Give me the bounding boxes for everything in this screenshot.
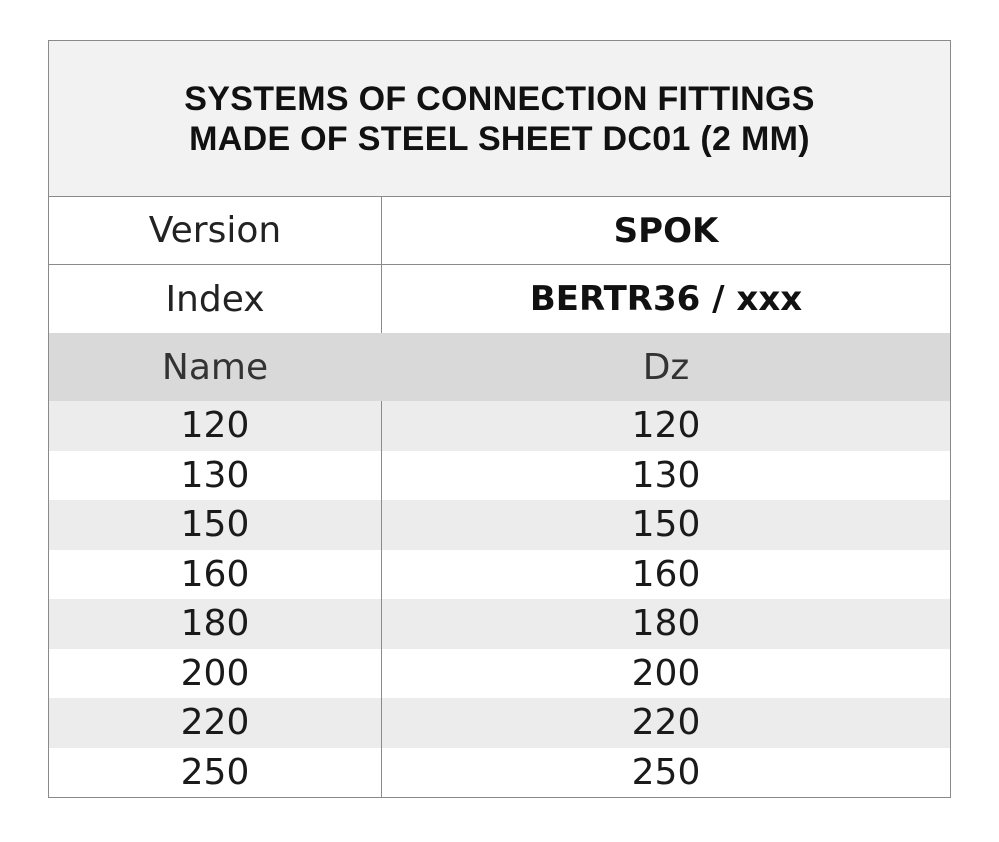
column-header-dz: Dz bbox=[642, 346, 690, 388]
version-value: SPOK bbox=[613, 210, 719, 251]
title-line-1: SYSTEMS OF CONNECTION FITTINGS bbox=[184, 79, 815, 118]
dz-cell: 130 bbox=[631, 454, 701, 496]
title-line-2: MADE OF STEEL SHEET DC01 (2 MM) bbox=[189, 119, 810, 158]
index-value: BERTR36 / xxx bbox=[529, 279, 803, 319]
table-row: 120 120 bbox=[49, 401, 950, 451]
table-row: 130 130 bbox=[49, 450, 950, 500]
name-cell: 150 bbox=[49, 500, 382, 550]
dz-cell: 180 bbox=[631, 603, 701, 645]
table-row: 180 180 bbox=[49, 599, 950, 649]
name-cell: 180 bbox=[49, 599, 382, 649]
version-label: Version bbox=[49, 197, 382, 264]
dz-cell: 160 bbox=[631, 553, 701, 595]
column-header-name: Name bbox=[49, 333, 382, 401]
table-row: 250 250 bbox=[49, 747, 950, 797]
dz-cell: 200 bbox=[631, 652, 701, 694]
dz-cell: 150 bbox=[631, 504, 701, 546]
name-cell: 130 bbox=[49, 450, 382, 500]
name-cell: 120 bbox=[49, 401, 382, 451]
index-row: Index BERTR36 / xxx bbox=[49, 265, 950, 333]
table-row: 150 150 bbox=[49, 500, 950, 550]
table-title: SYSTEMS OF CONNECTION FITTINGS MADE OF S… bbox=[49, 41, 950, 197]
spec-table: SYSTEMS OF CONNECTION FITTINGS MADE OF S… bbox=[48, 40, 951, 798]
table-row: 160 160 bbox=[49, 549, 950, 599]
index-label: Index bbox=[49, 265, 382, 333]
dz-cell: 220 bbox=[631, 702, 701, 744]
dz-cell: 250 bbox=[631, 751, 701, 793]
column-header-row: Name Dz bbox=[49, 333, 950, 401]
version-row: Version SPOK bbox=[49, 197, 950, 265]
table-row: 200 200 bbox=[49, 648, 950, 698]
table-row: 220 220 bbox=[49, 698, 950, 748]
name-cell: 220 bbox=[49, 698, 382, 748]
name-cell: 250 bbox=[49, 747, 382, 797]
name-cell: 200 bbox=[49, 648, 382, 698]
dz-cell: 120 bbox=[631, 405, 701, 447]
name-cell: 160 bbox=[49, 549, 382, 599]
